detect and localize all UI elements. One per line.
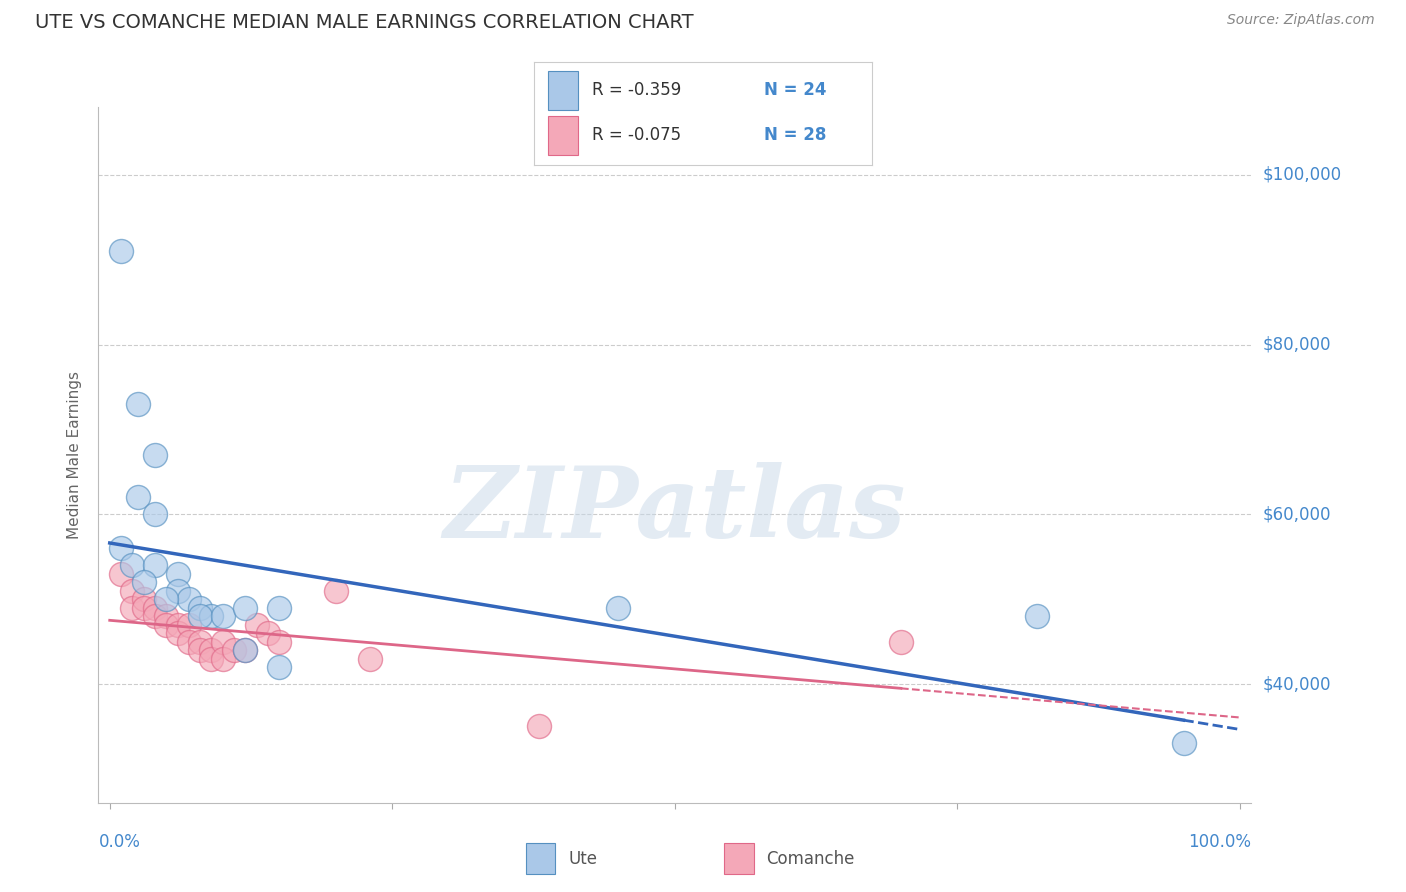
Text: ZIPatlas: ZIPatlas xyxy=(444,462,905,558)
Point xyxy=(155,617,177,632)
Point xyxy=(222,643,245,657)
Point xyxy=(359,651,381,665)
Point xyxy=(269,600,291,615)
Point xyxy=(188,643,211,657)
Point xyxy=(110,244,132,259)
Point xyxy=(269,634,291,648)
Text: UTE VS COMANCHE MEDIAN MALE EARNINGS CORRELATION CHART: UTE VS COMANCHE MEDIAN MALE EARNINGS COR… xyxy=(35,13,693,32)
Point xyxy=(235,643,257,657)
Point xyxy=(211,609,233,624)
Text: R = -0.075: R = -0.075 xyxy=(592,127,681,145)
Point xyxy=(246,617,269,632)
Point xyxy=(143,600,166,615)
Point xyxy=(166,617,188,632)
Point xyxy=(132,575,155,590)
Point xyxy=(188,609,211,624)
Point xyxy=(188,634,211,648)
Text: R = -0.359: R = -0.359 xyxy=(592,81,681,99)
Bar xyxy=(548,70,578,110)
Point xyxy=(132,592,155,607)
Point xyxy=(121,558,143,573)
Point xyxy=(257,626,280,640)
Point xyxy=(166,626,188,640)
Point xyxy=(166,583,188,598)
Point xyxy=(143,508,166,522)
Point xyxy=(200,643,222,657)
Bar xyxy=(724,843,754,874)
Point xyxy=(200,651,222,665)
Point xyxy=(177,592,200,607)
Point xyxy=(177,634,200,648)
Point xyxy=(211,651,233,665)
Point xyxy=(127,397,149,411)
Point xyxy=(155,609,177,624)
Point xyxy=(607,600,630,615)
Point xyxy=(110,566,132,581)
Point xyxy=(110,541,132,556)
Point xyxy=(166,566,188,581)
Point xyxy=(121,600,143,615)
Point xyxy=(211,634,233,648)
Text: Comanche: Comanche xyxy=(766,849,855,868)
Point xyxy=(890,634,912,648)
Bar xyxy=(526,843,555,874)
Bar xyxy=(548,116,578,155)
Point xyxy=(1025,609,1047,624)
Text: Ute: Ute xyxy=(568,849,598,868)
Text: $60,000: $60,000 xyxy=(1263,505,1331,524)
Point xyxy=(235,600,257,615)
Text: $80,000: $80,000 xyxy=(1263,335,1331,353)
Point xyxy=(269,660,291,674)
Point xyxy=(143,609,166,624)
Point xyxy=(177,617,200,632)
Point xyxy=(529,719,551,733)
Point xyxy=(143,558,166,573)
Text: 0.0%: 0.0% xyxy=(98,833,141,851)
Point xyxy=(132,600,155,615)
Point xyxy=(188,600,211,615)
Point xyxy=(155,592,177,607)
Point xyxy=(325,583,347,598)
Text: N = 24: N = 24 xyxy=(763,81,827,99)
Point xyxy=(143,448,166,462)
Y-axis label: Median Male Earnings: Median Male Earnings xyxy=(67,371,83,539)
Text: 100.0%: 100.0% xyxy=(1188,833,1251,851)
Text: Source: ZipAtlas.com: Source: ZipAtlas.com xyxy=(1227,13,1375,28)
Point xyxy=(200,609,222,624)
Point xyxy=(121,583,143,598)
Point xyxy=(127,491,149,505)
Text: $100,000: $100,000 xyxy=(1263,166,1341,184)
Text: N = 28: N = 28 xyxy=(763,127,827,145)
Point xyxy=(235,643,257,657)
Point xyxy=(1173,736,1195,750)
Text: $40,000: $40,000 xyxy=(1263,675,1331,693)
